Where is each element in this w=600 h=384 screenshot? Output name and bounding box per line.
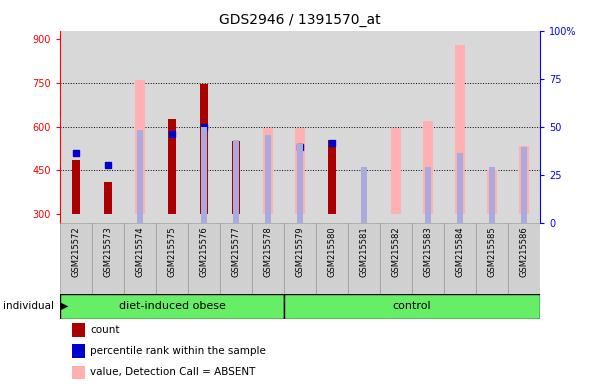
Bar [188,223,220,294]
Bar [200,84,208,214]
Text: GSM215577: GSM215577 [232,226,241,277]
Text: count: count [90,325,119,335]
Bar [487,170,497,214]
Text: GSM215574: GSM215574 [136,226,145,277]
Bar [263,128,273,214]
Bar [265,136,271,223]
Text: individual  ▶: individual ▶ [3,301,68,311]
Text: percentile rank within the sample: percentile rank within the sample [90,346,266,356]
Bar [521,147,527,223]
Text: GSM215580: GSM215580 [328,226,337,277]
Bar [297,144,303,223]
Bar [295,128,305,214]
Title: GDS2946 / 1391570_at: GDS2946 / 1391570_at [219,13,381,27]
Text: GSM215579: GSM215579 [296,226,305,277]
Bar [328,140,336,214]
Bar [380,223,412,294]
Text: GSM215582: GSM215582 [392,226,401,277]
Bar [233,140,239,223]
Bar [60,294,284,319]
Text: diet-induced obese: diet-induced obese [119,301,226,311]
Bar [135,80,145,214]
Text: GSM215586: GSM215586 [520,226,529,277]
Bar [489,167,495,223]
Text: GSM215585: GSM215585 [487,226,497,277]
Text: GSM215583: GSM215583 [424,226,433,277]
Bar [201,127,207,223]
Text: GSM215573: GSM215573 [104,226,113,277]
Text: value, Detection Call = ABSENT: value, Detection Call = ABSENT [90,367,256,377]
Bar [508,223,540,294]
Bar [423,121,433,214]
Bar [457,153,463,223]
Bar [348,223,380,294]
Bar [519,146,529,214]
Bar [168,119,176,214]
Bar [220,223,252,294]
Text: control: control [392,301,431,311]
Bar [60,223,92,294]
Bar [104,182,112,214]
Bar [92,223,124,294]
Bar [284,223,316,294]
Bar [444,223,476,294]
Bar [72,160,80,214]
Bar [412,223,444,294]
Text: GSM215584: GSM215584 [455,226,464,277]
Bar [361,167,367,223]
Bar [455,45,465,214]
Text: GSM215578: GSM215578 [263,226,272,277]
Bar [252,223,284,294]
Bar [391,128,401,214]
Text: GSM215576: GSM215576 [199,226,209,277]
Bar [284,294,540,319]
Bar [124,223,156,294]
Text: GSM215581: GSM215581 [359,226,368,277]
Bar [316,223,348,294]
Bar [232,141,240,214]
Bar [156,223,188,294]
Bar [476,223,508,294]
Bar [425,167,431,223]
Text: GSM215572: GSM215572 [71,226,80,277]
Bar [137,130,143,223]
Text: GSM215575: GSM215575 [167,226,176,277]
